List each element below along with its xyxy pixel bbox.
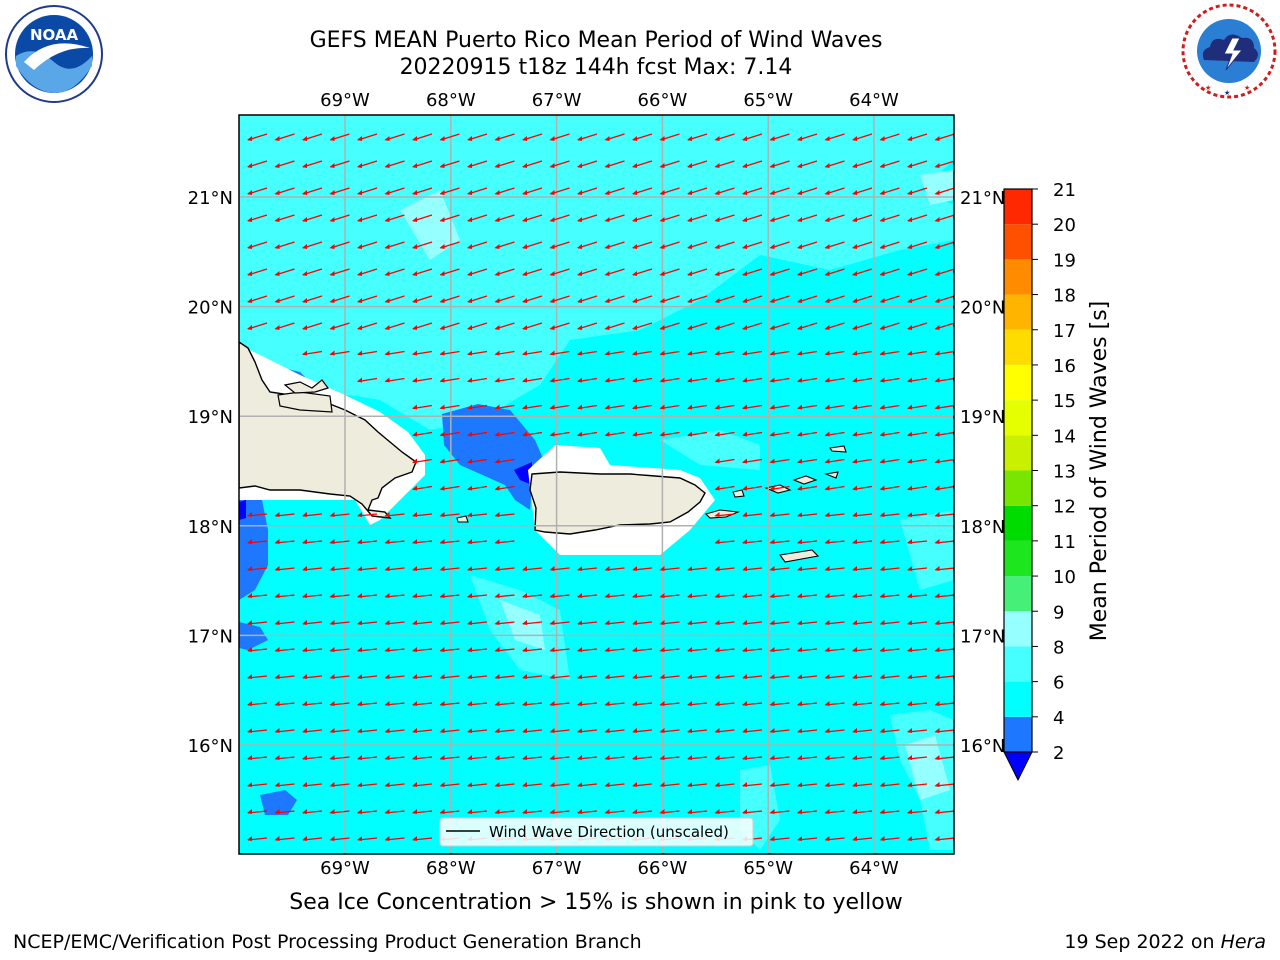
chart-subtitle: 20220915 t18z 144h fcst Max: 7.14 xyxy=(399,55,793,80)
lon-labels-top: 69°W 68°W 67°W 66°W 65°W 64°W xyxy=(320,90,899,111)
plot-frame xyxy=(238,114,955,855)
colorbar-segment xyxy=(1004,294,1032,330)
colorbar-segment xyxy=(1004,681,1032,717)
colorbar-tick-label: 4 xyxy=(1053,708,1064,729)
colorbar-segment xyxy=(1004,400,1032,436)
colorbar-tick-label: 21 xyxy=(1053,180,1076,201)
contour-under-2 xyxy=(514,462,532,485)
colorbar: 2 4 6 8 9 10 11 12 13 14 15 16 17 18 19 20 21 xyxy=(1003,180,1076,782)
colorbar-tick-label: 2 xyxy=(1053,743,1064,764)
colorbar-segment xyxy=(1004,259,1032,295)
lon-label: 69°W xyxy=(320,858,370,879)
lat-labels-right: 21°N 20°N 19°N 18°N 17°N 16°N xyxy=(960,188,1005,757)
lat-label: 18°N xyxy=(188,517,233,538)
colorbar-segment xyxy=(1004,505,1032,541)
colorbar-tick-label: 6 xyxy=(1053,673,1064,694)
lon-label: 67°W xyxy=(532,90,582,111)
lon-labels-bottom: 69°W 68°W 67°W 66°W 65°W 64°W xyxy=(320,858,899,879)
lon-label: 65°W xyxy=(743,90,793,111)
svg-text:★: ★ xyxy=(1224,89,1230,97)
footer-date-text: 19 Sep 2022 on xyxy=(1064,931,1215,953)
lat-labels-left: 21°N 20°N 19°N 18°N 17°N 16°N xyxy=(188,188,233,757)
colorbar-segment xyxy=(1004,646,1032,682)
noaa-logo: NOAA xyxy=(5,5,103,103)
colorbar-label: Mean Period of Wind Waves [s] xyxy=(1087,301,1112,641)
svg-text:★: ★ xyxy=(1205,84,1211,92)
lon-label: 64°W xyxy=(849,858,899,879)
map-legend: Wind Wave Direction (unscaled) xyxy=(439,817,754,847)
lon-label: 68°W xyxy=(426,90,476,111)
lat-label: 19°N xyxy=(960,407,1005,428)
colorbar-segment xyxy=(1004,470,1032,506)
colorbar-tick-label: 10 xyxy=(1053,567,1076,588)
lat-label: 17°N xyxy=(188,626,233,647)
legend-label: Wind Wave Direction (unscaled) xyxy=(489,823,729,841)
colorbar-segment xyxy=(1004,189,1032,225)
colorbar-segment xyxy=(1004,224,1032,260)
colorbar-segment xyxy=(1004,576,1032,612)
lat-label: 20°N xyxy=(960,298,1005,319)
lat-label: 19°N xyxy=(188,407,233,428)
lon-label: 69°W xyxy=(320,90,370,111)
footer-date: 19 Sep 2022 on Hera xyxy=(1064,931,1266,953)
lon-label: 65°W xyxy=(743,858,793,879)
lon-label: 67°W xyxy=(532,858,582,879)
colorbar-segment xyxy=(1004,540,1032,577)
colorbar-tick-label: 11 xyxy=(1053,532,1076,553)
colorbar-under-arrow xyxy=(1003,751,1033,782)
lat-label: 18°N xyxy=(960,517,1005,538)
colorbar-segment xyxy=(1004,364,1032,401)
small-islands xyxy=(456,445,847,563)
colorbar-segment xyxy=(1004,716,1032,752)
colorbar-tick-label: 19 xyxy=(1053,250,1076,271)
lon-label: 68°W xyxy=(426,858,476,879)
lat-label: 21°N xyxy=(188,188,233,209)
nws-logo: ★ ★ ★ xyxy=(1181,3,1277,99)
puerto-rico-land xyxy=(529,471,706,535)
lat-label: 21°N xyxy=(960,188,1005,209)
lat-label: 17°N xyxy=(960,626,1005,647)
svg-text:★: ★ xyxy=(1244,84,1250,92)
colorbar-tick-label: 13 xyxy=(1053,462,1076,483)
colorbar-tick-label: 9 xyxy=(1053,602,1064,623)
lat-label: 16°N xyxy=(960,736,1005,757)
footer-credit: NCEP/EMC/Verification Post Processing Pr… xyxy=(13,931,642,953)
noaa-logo-text: NOAA xyxy=(30,26,79,44)
colorbar-tick-label: 18 xyxy=(1053,286,1076,307)
footer-machine: Hera xyxy=(1220,931,1266,953)
lon-label: 64°W xyxy=(849,90,899,111)
colorbar-tick-label: 14 xyxy=(1053,426,1076,447)
chart-title: GEFS MEAN Puerto Rico Mean Period of Win… xyxy=(309,28,883,53)
colorbar-tick-label: 15 xyxy=(1053,391,1076,412)
colorbar-tick-label: 8 xyxy=(1053,637,1064,658)
lat-label: 16°N xyxy=(188,736,233,757)
colorbar-tick-label: 12 xyxy=(1053,497,1076,518)
lat-label: 20°N xyxy=(188,298,233,319)
colorbar-tick-label: 17 xyxy=(1053,321,1076,342)
colorbar-segment xyxy=(1004,611,1032,647)
lon-label: 66°W xyxy=(638,858,688,879)
colorbar-tick-label: 16 xyxy=(1053,356,1076,377)
lon-label: 66°W xyxy=(638,90,688,111)
colorbar-tick-label: 20 xyxy=(1053,215,1076,236)
colorbar-segment xyxy=(1004,435,1032,471)
colorbar-segment xyxy=(1004,329,1032,365)
sea-ice-note: Sea Ice Concentration > 15% is shown in … xyxy=(289,890,903,915)
